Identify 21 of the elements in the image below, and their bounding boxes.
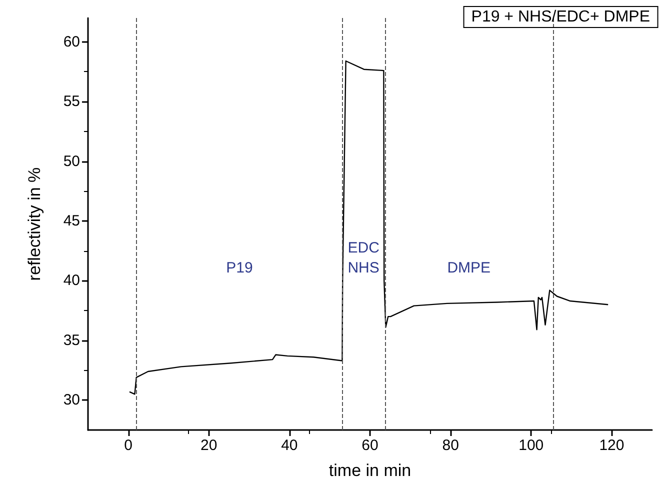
chart-title: P19 + NHS/EDC+ DMPE: [471, 8, 650, 26]
x-tick-label: 120: [599, 437, 624, 454]
line-series: [128, 60, 609, 395]
annotation: EDC NHS: [348, 240, 380, 276]
y-tick-label: 30: [63, 392, 80, 409]
y-tick-label: 55: [63, 93, 80, 110]
x-tick-label: 80: [442, 437, 459, 454]
y-tick-label: 35: [63, 332, 80, 349]
y-tick-label: 60: [63, 33, 80, 50]
x-tick-label: 20: [200, 437, 218, 454]
x-tick-label: 40: [281, 437, 298, 454]
annotation: DMPE: [447, 260, 491, 276]
y-axis-title: reflectivity in %: [25, 167, 44, 281]
x-tick-label: 60: [362, 437, 378, 454]
x-axis-title: time in min: [328, 461, 412, 480]
x-tick-label: 100: [518, 437, 544, 454]
y-tick-label: 40: [63, 272, 80, 290]
x-tick-label: 0: [124, 437, 132, 454]
y-tick-label: 50: [63, 152, 80, 170]
annotation: P19: [226, 260, 253, 276]
y-tick-label: 45: [63, 212, 80, 230]
